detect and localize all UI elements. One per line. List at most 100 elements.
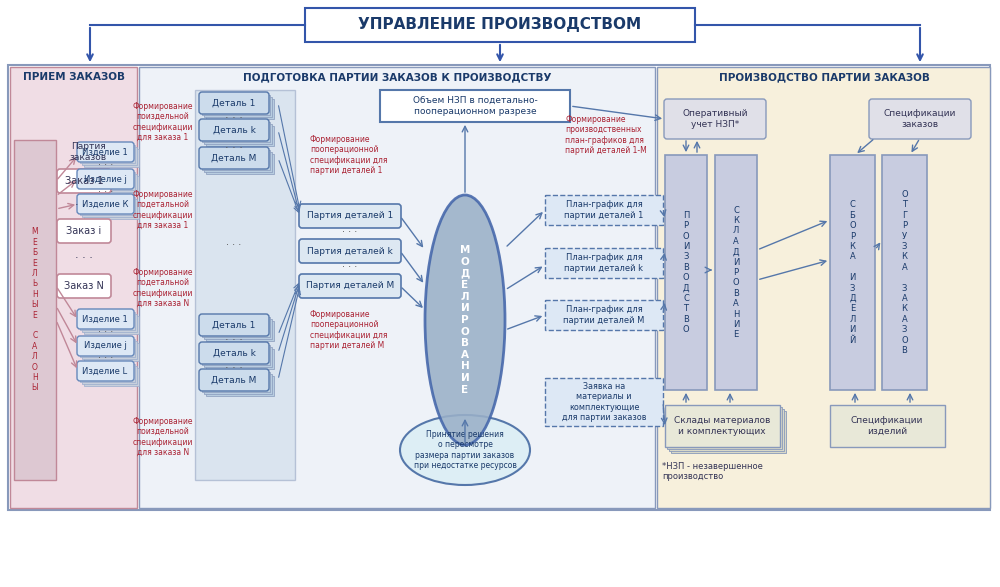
FancyBboxPatch shape [299,274,401,298]
FancyBboxPatch shape [199,119,269,141]
Text: · · ·: · · · [75,200,93,210]
Text: Заказ N: Заказ N [64,281,104,291]
Bar [84,368,139,386]
Bar [206,376,274,396]
Bar [206,154,274,174]
Text: С
К
Л
А
Д
И
Р
О
В
А
Н
И
Е: С К Л А Д И Р О В А Н И Е [733,205,739,339]
Bar [202,122,270,142]
Text: Склады материалов
и комплектующих: Склады материалов и комплектующих [674,416,770,436]
Bar [84,343,139,361]
Bar [830,155,875,390]
FancyBboxPatch shape [77,194,134,214]
Bar [882,155,927,390]
Text: Изделие L: Изделие L [82,366,128,376]
Bar [195,90,295,480]
Bar [202,95,270,115]
Bar [84,149,139,167]
Bar [204,374,272,394]
FancyBboxPatch shape [57,169,111,193]
Text: · · ·: · · · [98,187,114,197]
FancyBboxPatch shape [199,92,269,114]
Bar [10,67,137,508]
Bar [206,99,274,119]
Text: Спецификации
изделий: Спецификации изделий [851,416,923,436]
Text: Заявка на
материалы и
комплектующие
для партии заказов: Заявка на материалы и комплектующие для … [562,382,646,422]
Text: · · ·: · · · [225,113,243,123]
Text: Партия
заказов: Партия заказов [69,142,107,161]
Text: · · ·: · · · [225,143,243,153]
Text: Партия деталей k: Партия деталей k [307,247,393,255]
Text: Деталь 1: Деталь 1 [212,99,256,107]
FancyBboxPatch shape [869,99,971,139]
Bar [80,145,135,163]
Text: Формирование
пооперационной
спецификации для
партии деталей 1: Формирование пооперационной спецификации… [310,135,388,175]
Bar [206,349,274,369]
Bar [715,155,757,390]
Bar [202,345,270,365]
FancyBboxPatch shape [77,309,134,329]
Text: Партия деталей М: Партия деталей М [306,282,394,291]
Text: Формирование
подетальной
спецификации
для заказа N: Формирование подетальной спецификации дл… [133,268,193,308]
FancyBboxPatch shape [77,361,134,381]
Text: *НЗП - незавершенное
производство: *НЗП - незавершенное производство [662,462,763,481]
Text: Изделие К: Изделие К [82,200,128,208]
FancyBboxPatch shape [664,99,766,139]
Bar [82,147,137,165]
Text: Партия деталей 1: Партия деталей 1 [307,211,393,221]
Text: М
О
Д
Е
Л
И
Р
О
В
А
Н
И
Е: М О Д Е Л И Р О В А Н И Е [460,245,470,394]
Text: План-график для
партии деталей М: План-график для партии деталей М [563,305,645,325]
Text: Принятие решения
о пересмотре
размера партии заказов
при недостатке ресурсов: Принятие решения о пересмотре размера па… [414,430,516,470]
Bar [82,366,137,384]
Bar [671,411,786,453]
Bar [545,300,663,330]
Text: · · ·: · · · [342,262,358,272]
Text: · · ·: · · · [98,327,114,337]
Bar [82,314,137,332]
Text: Формирование
поиздельной
спецификации
для заказа N: Формирование поиздельной спецификации дл… [133,417,193,457]
Bar [14,140,56,480]
Text: · · ·: · · · [98,353,114,363]
Bar [80,312,135,330]
Text: М
Е
Б
Е
Л
Ь
Н
Ы
Е
 
С
А
Л
О
Н
Ы: М Е Б Е Л Ь Н Ы Е С А Л О Н Ы [32,228,38,393]
Bar [204,319,272,339]
Text: П
Р
О
И
З
В
О
Д
С
Т
В
О: П Р О И З В О Д С Т В О [683,211,689,334]
Bar [545,195,663,225]
Text: · · ·: · · · [225,363,243,373]
Bar [545,378,663,426]
Text: План-график для
партии деталей k: План-график для партии деталей k [564,254,644,273]
FancyBboxPatch shape [299,239,401,263]
Text: Формирование
пооперационной
спецификации для
партии деталей М: Формирование пооперационной спецификации… [310,310,388,350]
Bar [305,8,695,42]
Bar [202,317,270,337]
Text: Оперативный
учет НЗП*: Оперативный учет НЗП* [682,109,748,129]
Text: Деталь М: Деталь М [211,376,257,384]
Bar [139,67,655,508]
Text: Заказ 1: Заказ 1 [65,176,103,186]
Bar [206,126,274,146]
FancyBboxPatch shape [199,342,269,364]
Bar [669,409,784,451]
Bar [545,248,663,278]
Text: Деталь k: Деталь k [213,126,255,134]
Text: Деталь k: Деталь k [213,349,255,357]
Bar [202,150,270,170]
FancyBboxPatch shape [77,142,134,162]
Bar [665,155,707,390]
FancyBboxPatch shape [199,369,269,391]
Text: УПРАВЛЕНИЕ ПРОИЗВОДСТВОМ: УПРАВЛЕНИЕ ПРОИЗВОДСТВОМ [358,18,642,32]
Bar [8,65,990,510]
Bar [204,152,272,172]
Text: · · ·: · · · [98,160,114,170]
Bar [202,372,270,392]
Text: С
Б
О
Р
К
А
 
И
З
Д
Е
Л
И
Й: С Б О Р К А И З Д Е Л И Й [849,200,856,345]
FancyBboxPatch shape [77,169,134,189]
Text: · · ·: · · · [75,253,93,263]
Bar [80,172,135,190]
Bar [82,199,137,217]
Text: Изделие j: Изделие j [84,342,126,350]
Text: Заказ i: Заказ i [66,226,102,236]
Text: ПРОИЗВОДСТВО ПАРТИИ ЗАКАЗОВ: ПРОИЗВОДСТВО ПАРТИИ ЗАКАЗОВ [719,72,929,82]
Text: ПРИЕМ ЗАКАЗОВ: ПРИЕМ ЗАКАЗОВ [23,72,125,82]
Bar [80,364,135,382]
Bar [204,97,272,117]
